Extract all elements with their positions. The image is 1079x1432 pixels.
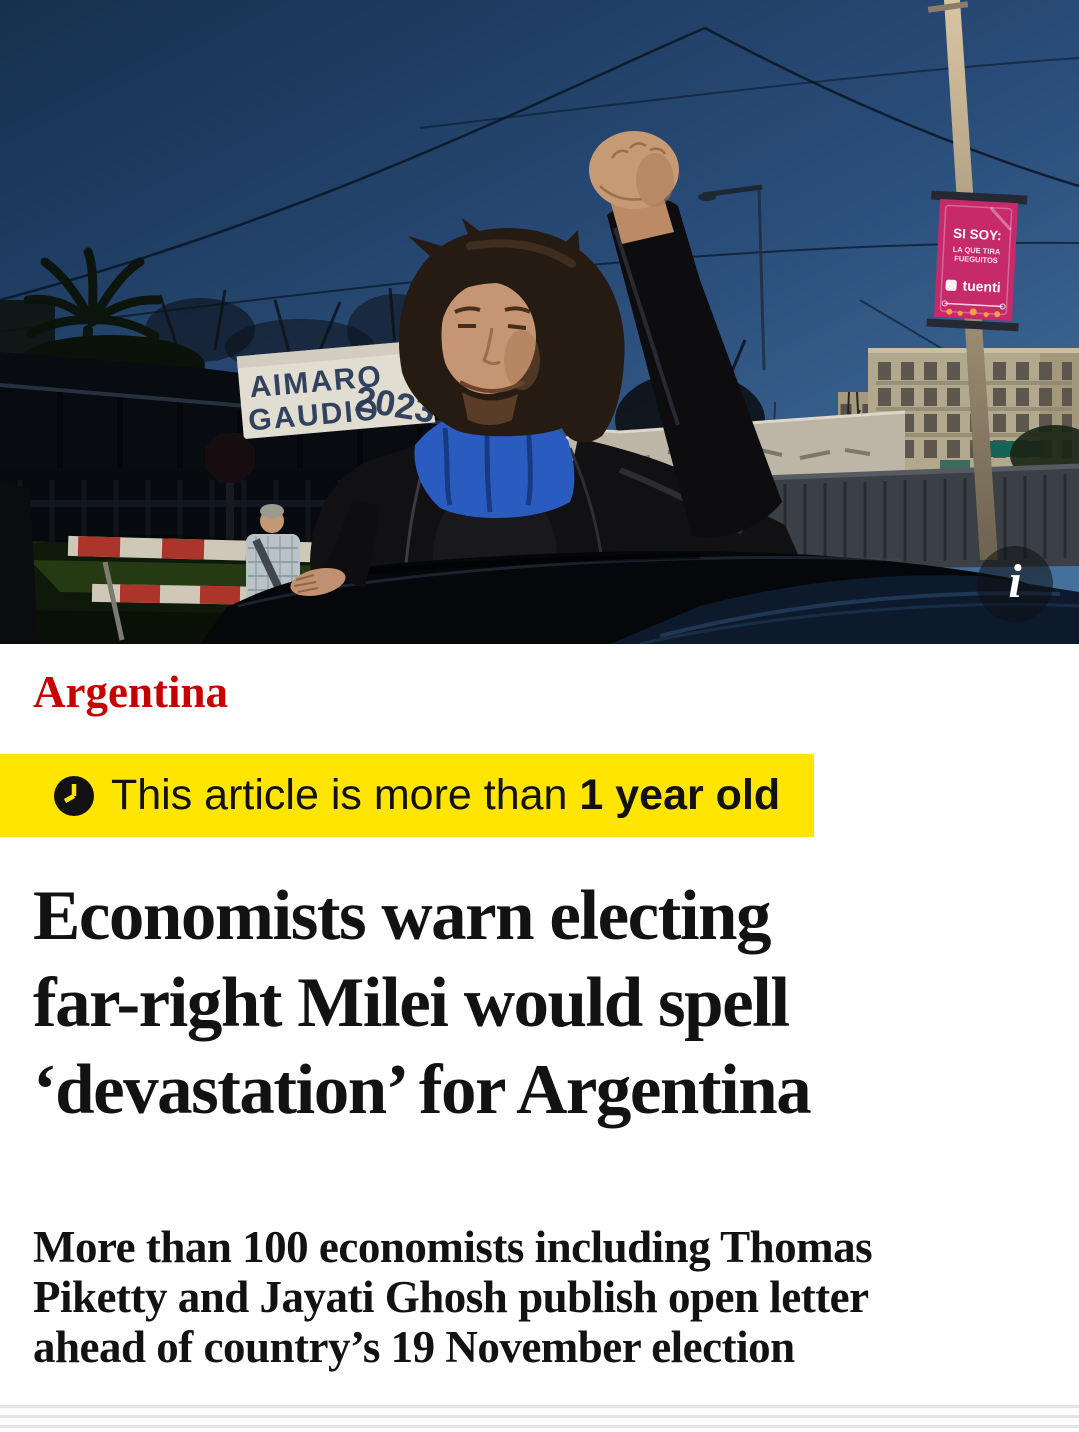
street-lamp [698, 184, 766, 371]
stop-sign [205, 433, 255, 575]
standfirst-line: ahead of country’s 19 November election [33, 1322, 795, 1372]
billboard: SI SOY: LA QUE TIRA FUEGUITOS tuenti [926, 190, 1028, 332]
car [200, 500, 1079, 644]
divider-rule [0, 1405, 1079, 1408]
hero-image: SI SOY: LA QUE TIRA FUEGUITOS tuenti [0, 0, 1079, 644]
standfirst: More than 100 economists including Thoma… [33, 1222, 1039, 1372]
billboard-line3: FUEGUITOS [954, 254, 998, 265]
hero-photo-illustration: SI SOY: LA QUE TIRA FUEGUITOS tuenti [0, 0, 1079, 644]
image-info-button[interactable]: i [977, 546, 1053, 622]
age-notice-age: 1 year old [579, 771, 781, 819]
standfirst-line: More than 100 economists including Thoma… [33, 1222, 873, 1272]
divider-rule [0, 1425, 1079, 1428]
billboard-line1: SI SOY: [953, 226, 1002, 244]
headline-line: ‘devastation’ for Argentina [33, 1051, 812, 1129]
headline: Economists warn electing far-right Milei… [33, 873, 1046, 1134]
divider-rules [0, 1405, 1079, 1428]
article-age-banner: This article is more than 1 year old [0, 754, 815, 837]
billboard-line2: LA QUE TIRA [952, 245, 1001, 257]
divider-rule [0, 1415, 1079, 1418]
billboard-flames [946, 308, 1001, 318]
info-icon: i [1008, 555, 1022, 608]
age-notice-prefix: This article is more than [111, 771, 580, 819]
age-notice: This article is more than 1 year old [111, 771, 780, 820]
billboard-brand: tuenti [962, 277, 1001, 295]
clock-icon [54, 775, 94, 816]
headline-line: far-right Milei would spell [33, 964, 790, 1042]
headline-line: Economists warn electing [33, 877, 772, 955]
standfirst-line: Piketty and Jayati Ghosh publish open le… [33, 1272, 869, 1322]
section-label[interactable]: Argentina [33, 667, 228, 717]
